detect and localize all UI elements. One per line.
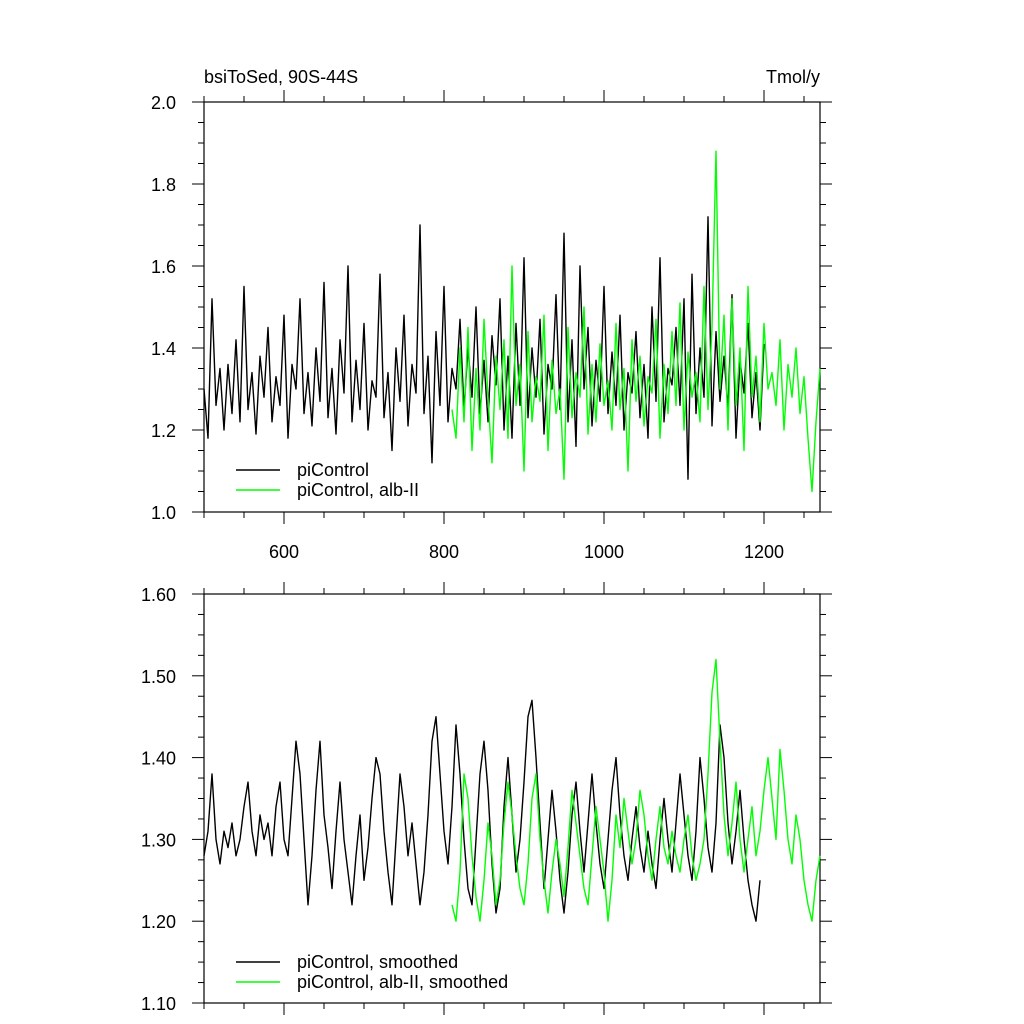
y-tick-label: 1.2 bbox=[151, 421, 176, 441]
y-tick-label: 1.50 bbox=[141, 667, 176, 687]
top-panel: 1.0 1.2 1.4 1.6 1.8 2.0 600 800 1000 1200 piContro… bbox=[151, 90, 832, 562]
chart-title-right: Tmol/y bbox=[766, 67, 820, 87]
series-line-alb-ii bbox=[451, 150, 821, 493]
series-line-picontrol bbox=[203, 699, 761, 922]
legend-label: piControl, alb-II bbox=[297, 480, 419, 500]
y-tick-label: 1.60 bbox=[141, 585, 176, 605]
legend-label: piControl bbox=[297, 460, 369, 480]
y-tick-label: 1.0 bbox=[151, 503, 176, 523]
y-tick-label: 2.0 bbox=[151, 93, 176, 113]
y-tick-label: 1.30 bbox=[141, 830, 176, 850]
x-tick-label: 1200 bbox=[744, 542, 784, 562]
plot-frame bbox=[203, 593, 821, 1004]
y-tick-label: 1.4 bbox=[151, 339, 176, 359]
x-tick-label: 1000 bbox=[584, 542, 624, 562]
x-tick-label: 600 bbox=[269, 542, 299, 562]
x-tick-label: 800 bbox=[429, 542, 459, 562]
legend-label: piControl, smoothed bbox=[297, 952, 458, 972]
plot-frame bbox=[203, 101, 821, 513]
y-tick-label: 1.8 bbox=[151, 175, 176, 195]
y-tick-label: 1.40 bbox=[141, 749, 176, 769]
y-tick-label: 1.20 bbox=[141, 912, 176, 932]
y-tick-label: 1.6 bbox=[151, 257, 176, 277]
legend-label: piControl, alb-II, smoothed bbox=[297, 972, 508, 992]
series-line-alb-ii bbox=[451, 658, 821, 922]
bottom-panel: 1.10 1.20 1.30 1.40 1.50 1.60 piControl, smoot… bbox=[141, 582, 832, 1015]
series-line-picontrol bbox=[203, 216, 765, 480]
y-tick-label: 1.10 bbox=[141, 994, 176, 1014]
chart-title-left: bsiToSed, 90S-44S bbox=[204, 67, 358, 87]
